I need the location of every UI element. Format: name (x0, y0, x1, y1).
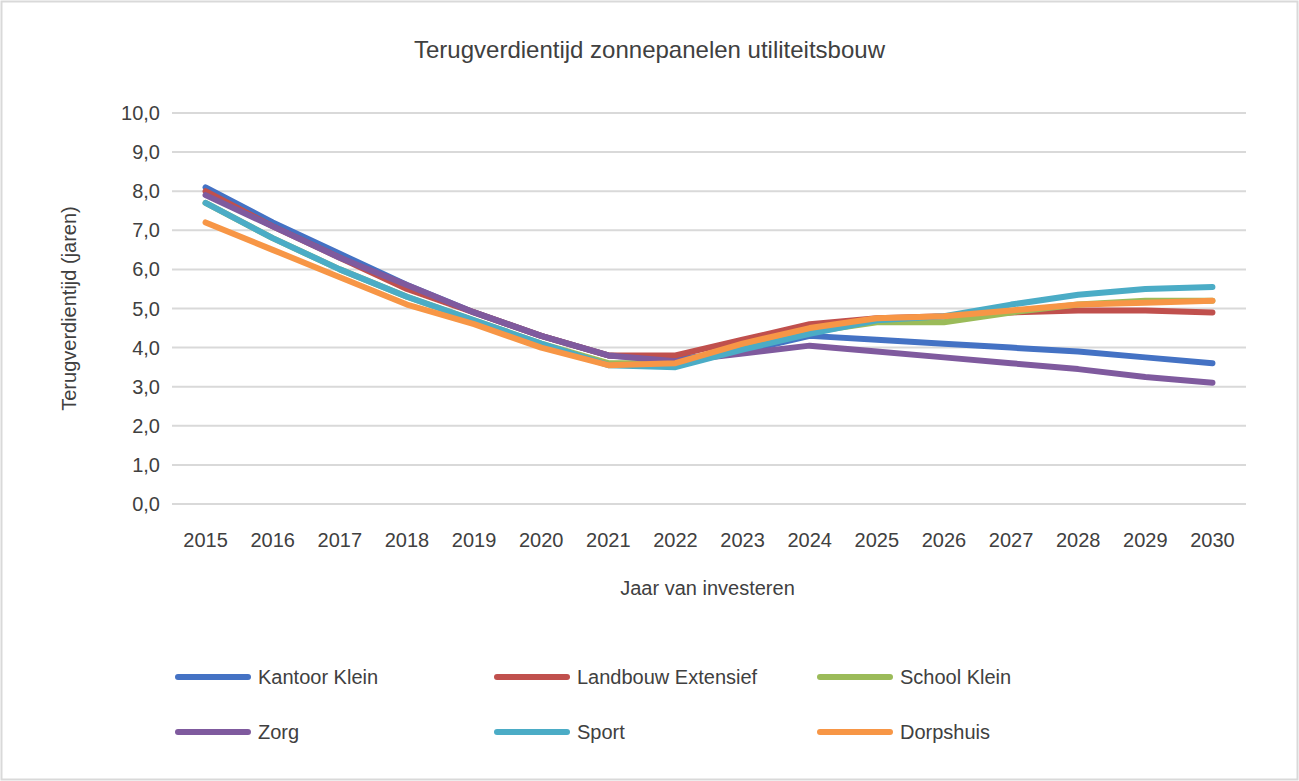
plot-area (206, 187, 1213, 383)
series-line (206, 203, 1213, 367)
series-line (206, 195, 1213, 383)
x-axis-label: Jaar van investeren (620, 577, 795, 599)
legend-swatch (820, 729, 890, 735)
x-tick-label: 2016 (250, 529, 295, 551)
legend-swatch (497, 729, 567, 735)
x-tick-label: 2017 (318, 529, 363, 551)
y-tick-label: 10,0 (121, 102, 160, 124)
x-tick-label: 2025 (855, 529, 900, 551)
x-tick-label: 2023 (720, 529, 765, 551)
legend-label: Kantoor Klein (258, 666, 378, 688)
legend-label: Landbouw Extensief (577, 666, 758, 688)
legend-swatch (178, 674, 248, 680)
y-tick-label: 0,0 (132, 493, 160, 515)
grid-line (172, 464, 1246, 466)
y-tick-label: 6,0 (132, 258, 160, 280)
grid-line (172, 425, 1246, 427)
title: Terugverdientijd zonnepanelen utiliteits… (414, 36, 886, 63)
x-tick-label: 2020 (519, 529, 564, 551)
y-tick-label: 1,0 (132, 454, 160, 476)
series-line (206, 222, 1213, 365)
y-tick-label: 5,0 (132, 298, 160, 320)
y-axis-label: Terugverdientijd (jaren) (58, 206, 80, 411)
grid-line (172, 229, 1246, 231)
legend-label: School Klein (900, 666, 1011, 688)
x-tick-label: 2021 (586, 529, 631, 551)
y-tick-label: 8,0 (132, 180, 160, 202)
x-tick-label: 2029 (1123, 529, 1168, 551)
grid-line (172, 151, 1246, 153)
y-tick-label: 3,0 (132, 376, 160, 398)
x-tick-label: 2015 (183, 529, 228, 551)
legend-label: Zorg (258, 721, 299, 743)
x-tick-label: 2030 (1190, 529, 1235, 551)
grid-line (172, 386, 1246, 388)
x-tick-label: 2019 (452, 529, 497, 551)
legend-swatch (820, 674, 890, 680)
x-tick-label: 2027 (989, 529, 1034, 551)
legend-label: Sport (577, 721, 625, 743)
x-tick-label: 2022 (653, 529, 698, 551)
legend-label: Dorpshuis (900, 721, 990, 743)
chart-border (2, 2, 1298, 780)
y-tick-label: 7,0 (132, 219, 160, 241)
x-tick-label: 2024 (787, 529, 832, 551)
grid-line (172, 190, 1246, 192)
y-tick-label: 9,0 (132, 141, 160, 163)
y-tick-label: 4,0 (132, 337, 160, 359)
x-tick-label: 2026 (922, 529, 967, 551)
legend-swatch (497, 674, 567, 680)
legend-swatch (178, 729, 248, 735)
y-tick-label: 2,0 (132, 415, 160, 437)
chart: Terugverdientijd zonnepanelen utiliteits… (0, 0, 1299, 781)
x-tick-label: 2028 (1056, 529, 1101, 551)
grid-line (172, 503, 1246, 505)
grid-line (172, 112, 1246, 114)
x-tick-label: 2018 (385, 529, 430, 551)
